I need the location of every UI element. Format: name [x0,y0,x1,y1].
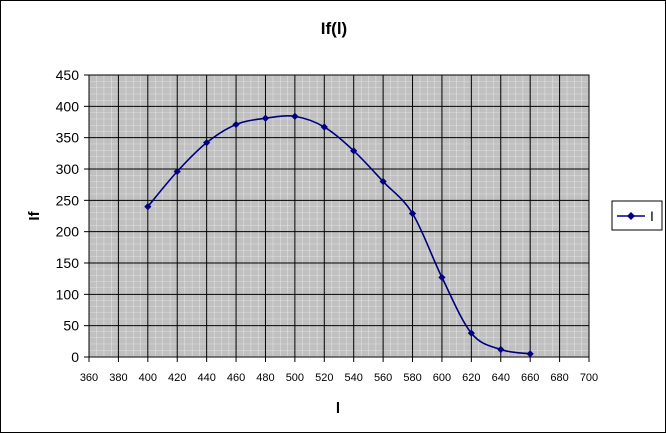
data-point-marker [232,120,240,129]
x-tick-label: 400 [139,372,157,384]
axes [88,74,590,358]
x-tick-label: 440 [197,372,215,384]
y-axis-ticks: 0 50 100 150 200 250 300 350 400 450 [56,67,89,365]
data-point-marker [203,139,211,147]
data-point-marker [173,167,181,176]
x-tick-label: 540 [345,372,363,384]
y-tick-label: 300 [56,161,80,177]
plot-border [88,74,590,358]
y-tick-label: 250 [56,192,80,208]
x-tick-label: 480 [256,372,274,384]
x-tick-label: 660 [521,372,539,384]
x-tick-label: 560 [374,372,392,384]
x-tick-label: 620 [462,372,480,384]
x-tick-label: 600 [433,372,451,384]
x-tick-label: 460 [227,372,245,384]
x-axis-ticks: 360 380 400 420 440 460 480 500 520 540 560 580 600 6… [80,357,598,384]
x-tick-label: 580 [403,372,421,384]
legend-marker-diamond [627,212,635,220]
series-group [144,112,534,358]
y-tick-label: 100 [56,286,80,302]
x-tick-label: 500 [286,372,304,384]
data-point-marker [291,112,299,120]
y-tick-label: 200 [56,224,80,240]
x-tick-label: 700 [580,372,598,384]
data-point-marker [526,350,534,358]
x-tick-label: 520 [315,372,333,384]
data-point-marker [438,273,446,282]
x-tick-label: 420 [168,372,186,384]
x-tick-label: 360 [80,372,98,384]
data-point-marker [350,147,358,155]
data-point-marker [320,123,328,131]
data-point-marker [497,345,505,354]
y-tick-label: 150 [56,255,80,271]
x-tick-label: 680 [550,372,568,384]
data-point-marker [379,177,387,186]
x-tick-label: 640 [492,372,510,384]
legend-label: I [650,208,654,224]
y-tick-label: 350 [56,130,80,146]
chart-title: If(l) [321,19,347,38]
data-point-marker [144,203,152,211]
x-tick-label: 380 [109,372,127,384]
series-line [147,115,531,355]
y-tick-label: 400 [56,98,80,114]
data-point-marker [408,209,417,218]
y-axis-label: If [26,210,43,220]
y-tick-label: 50 [63,318,79,334]
data-point-marker [467,329,475,337]
data-point-marker [261,114,270,122]
x-axis-label: l [336,400,340,417]
legend: I [611,200,663,231]
y-tick-label: 0 [71,349,79,365]
y-tick-label: 450 [56,67,80,83]
plot-area [89,75,589,357]
